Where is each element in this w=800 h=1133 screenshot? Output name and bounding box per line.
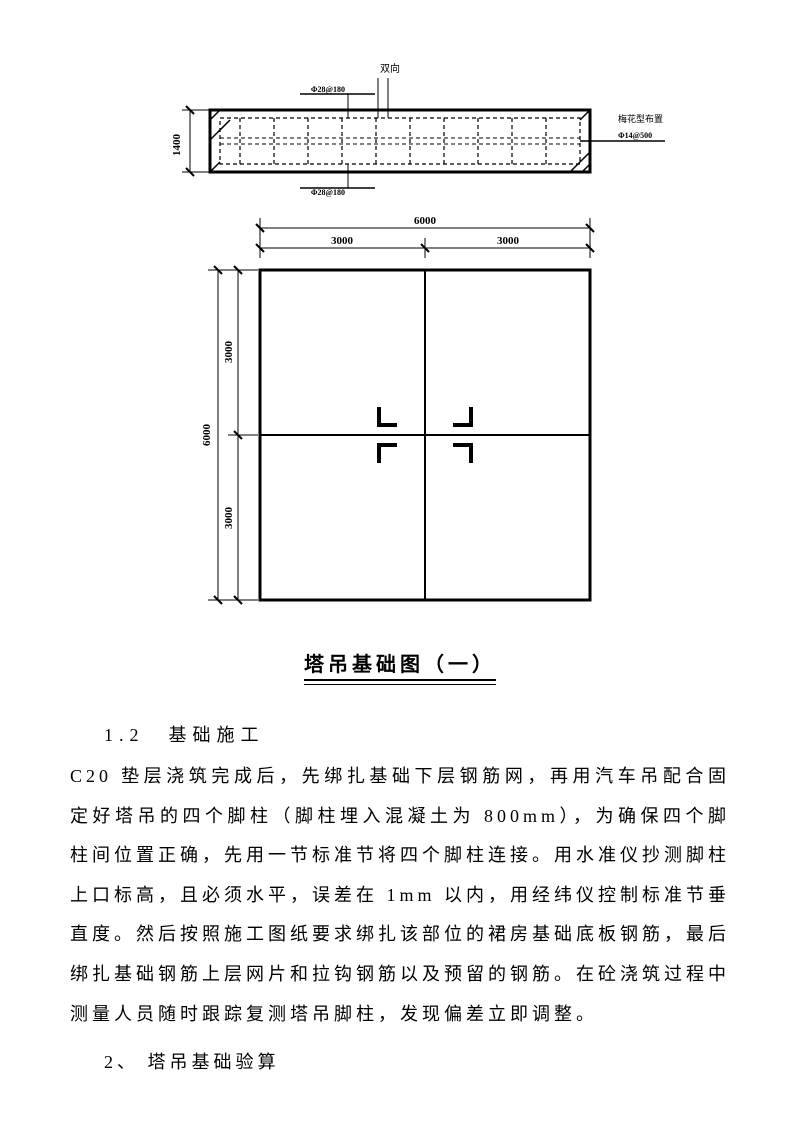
foundation-plan-svg: 6000 3000 3000 6000 3000 3000 — [160, 210, 640, 640]
paragraph-main: C20 垫层浇筑完成后，先绑扎基础下层钢筋网，再用汽车吊配合固定好塔吊的四个脚柱… — [70, 757, 730, 1034]
dim-left-half1: 3000 — [223, 341, 235, 364]
dim-top-half1: 3000 — [331, 235, 354, 247]
dim-left-half2: 3000 — [223, 507, 235, 530]
tower-crane-foundation-diagram: 1400 — [70, 60, 730, 681]
dim-top-total: 6000 — [414, 215, 437, 227]
label-meihua: 梅花型布置 — [618, 113, 663, 124]
diagram-caption: 塔吊基础图（一） — [304, 648, 496, 681]
rebar-spec-top: Φ28@180 — [311, 85, 345, 94]
label-shuangxiang: 双向 — [380, 62, 400, 75]
rebar-spec-right: Φ14@500 — [618, 131, 652, 140]
rebar-spec-bottom: Φ28@180 — [311, 188, 345, 197]
dim-section-height: 1400 — [171, 134, 183, 157]
dim-left-total: 6000 — [201, 424, 213, 447]
item-2-heading: 2、 塔吊基础验算 — [104, 1048, 730, 1074]
foundation-section-svg: 1400 — [120, 60, 680, 210]
dim-top-half2: 3000 — [497, 235, 520, 247]
subheading-1-2: 1.2 基础施工 — [104, 721, 730, 747]
